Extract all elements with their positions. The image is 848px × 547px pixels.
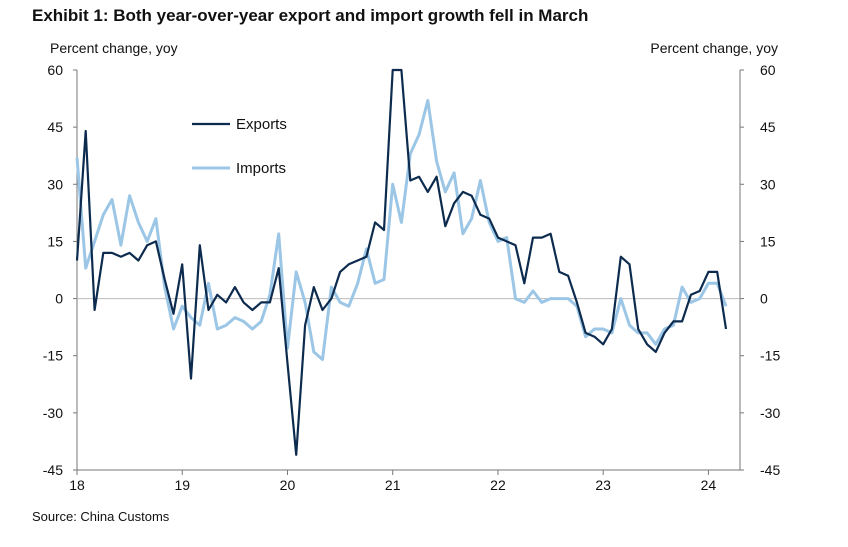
y-tick-label-left: 0 [55,291,63,307]
y-tick-label-right: 0 [760,291,768,307]
exports-legend-label: Exports [236,116,287,133]
legend: Exports Imports [192,116,287,177]
y-tick-label-left: -30 [43,405,63,421]
left-y-axis: 60 45 30 15 0 -15 -30 -45 [43,62,63,478]
x-tick-label: 19 [174,477,190,493]
y-tick-label-right: 15 [760,233,776,249]
y-tick-label-left: -15 [43,348,63,364]
x-axis: 18 19 20 21 22 23 24 [69,477,716,493]
right-y-axis: 60 45 30 15 0 -15 -30 -45 [760,62,780,478]
x-tick-label: 20 [280,477,296,493]
chart-axes [73,69,744,475]
y-tick-label-right: 30 [760,176,776,192]
y-tick-label-right: -30 [760,405,780,421]
y-tick-label-left: 45 [47,119,63,135]
x-tick-label: 21 [385,477,401,493]
source-note: Source: China Customs [32,509,170,524]
series-lines [75,68,728,456]
exports-line [75,68,728,456]
y-tick-label-right: -45 [760,462,780,478]
x-tick-label: 18 [69,477,85,493]
y-tick-label-left: 15 [47,233,63,249]
x-tick-label: 23 [595,477,611,493]
y-tick-label-left: -45 [43,462,63,478]
x-tick-label: 24 [701,477,717,493]
y-tick-label-left: 60 [47,62,63,78]
chart-title: Exhibit 1: Both year-over-year export an… [32,6,589,25]
y-tick-label-right: 60 [760,62,776,78]
right-axis-unit-label: Percent change, yoy [650,40,778,56]
left-axis-unit-label: Percent change, yoy [50,40,178,56]
x-tick-label: 22 [490,477,506,493]
y-tick-label-right: -15 [760,348,780,364]
imports-line [75,99,728,361]
y-tick-label-right: 45 [760,119,776,135]
y-tick-label-left: 30 [47,176,63,192]
imports-legend-label: Imports [236,160,286,177]
